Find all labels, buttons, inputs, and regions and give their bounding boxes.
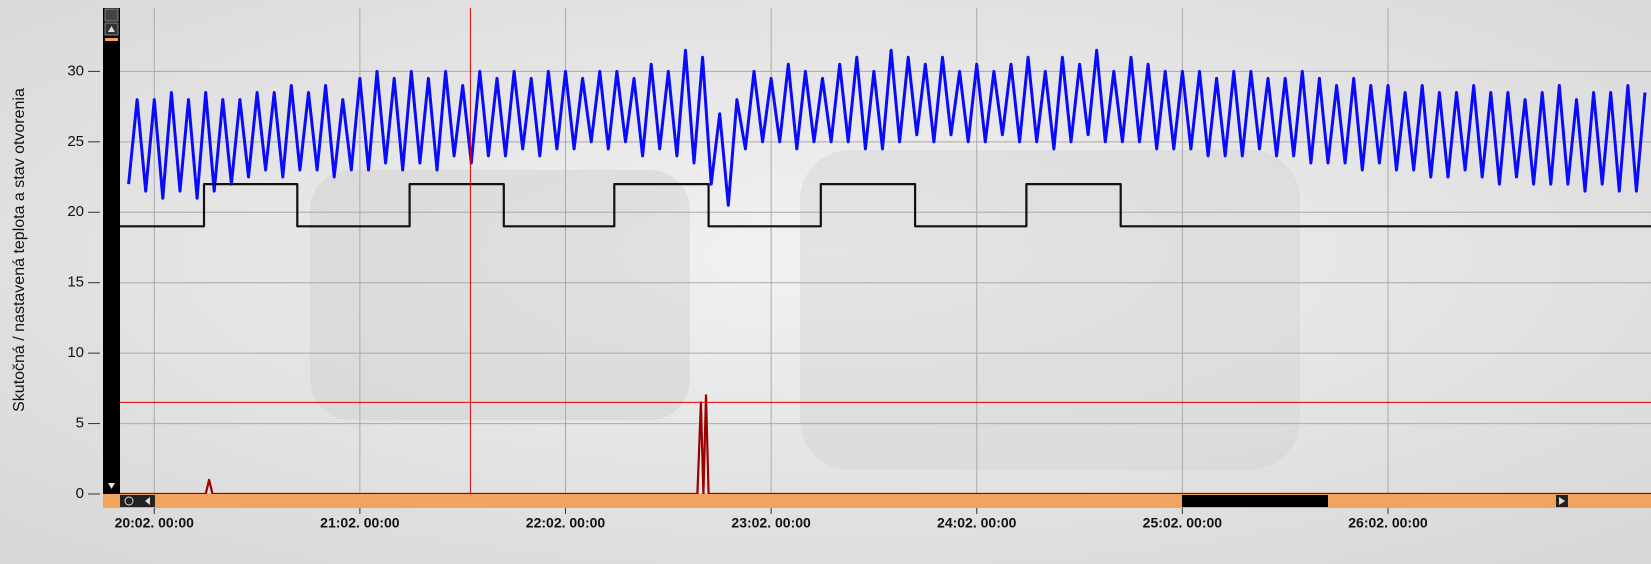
x-tick-label: 26:02. 00:00 [1348, 515, 1428, 531]
y-tick-label: 20 [67, 203, 84, 220]
scroll-zoom-button[interactable] [104, 8, 119, 22]
x-tick-label: 23:02. 00:00 [731, 515, 811, 531]
series-line [120, 183, 1651, 228]
zoom-icon [124, 496, 134, 506]
x-tick-label: 22:02. 00:00 [526, 515, 606, 531]
x-tick-label: 21:02. 00:00 [320, 515, 400, 531]
device-image [800, 150, 1300, 470]
y-axis-label: Skutočná / nastavená teplota a stav otvo… [11, 88, 28, 412]
x-tick-label: 20:02. 00:00 [115, 515, 195, 531]
horizontal-scrollbar[interactable] [103, 494, 1651, 508]
arrow-icon [108, 26, 115, 32]
y-tick-label: 10 [67, 344, 84, 361]
y-tick-label: 5 [76, 415, 84, 432]
scroll-left-buttons[interactable] [120, 495, 155, 507]
scroll-thumb[interactable] [105, 38, 118, 41]
scroll-down-button[interactable] [108, 483, 115, 489]
scroll-thumb[interactable] [1182, 495, 1328, 507]
x-tick-label: 24:02. 00:00 [937, 515, 1017, 531]
arrow-icon [1559, 497, 1565, 505]
arrow-icon [145, 497, 150, 505]
y-tick-label: 30 [67, 62, 84, 79]
y-tick-label: 15 [67, 274, 84, 291]
device-image [310, 170, 690, 420]
x-tick-label: 25:02. 00:00 [1143, 515, 1223, 531]
y-tick-label: 25 [67, 133, 84, 150]
y-tick-label: 0 [76, 485, 84, 502]
series-line [127, 48, 1647, 207]
vertical-scrollbar[interactable] [103, 8, 120, 494]
